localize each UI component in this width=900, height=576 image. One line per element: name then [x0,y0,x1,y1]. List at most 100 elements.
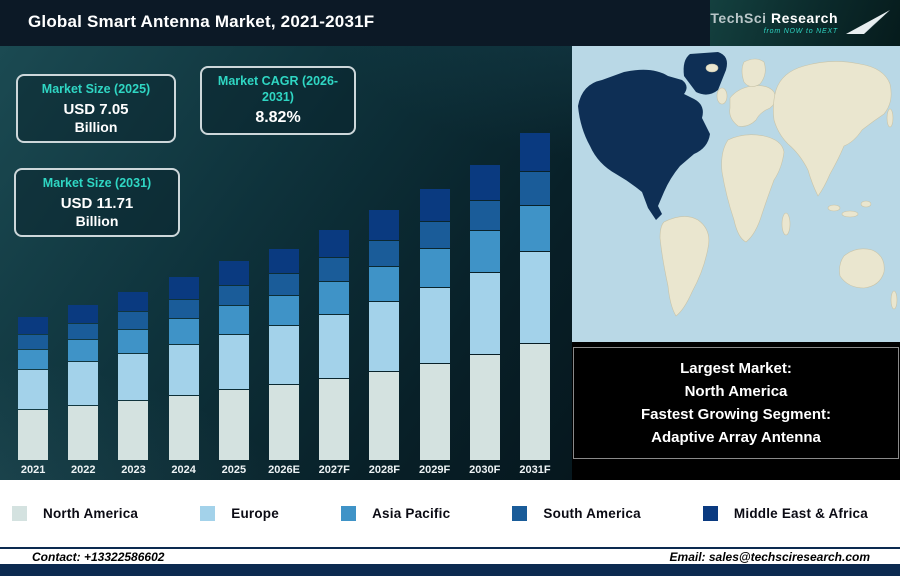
x-axis-label: 2024 [171,464,196,476]
techsci-logo: TechSci Research from NOW to NEXT [710,0,900,46]
legend-swatch [702,506,718,521]
legend-label: North America [43,506,139,521]
legend-swatch [12,506,27,521]
map-asia [773,61,892,197]
bar-segment-europe [519,252,550,343]
bar-2030F [469,165,500,460]
bar-2029F [419,188,450,460]
bar-2025 [218,261,249,460]
bar-segment-asia-pacific [469,231,500,273]
map-new-zealand [890,290,898,310]
bar-segment-north-america [218,389,249,460]
bar-segment-north-america [68,405,99,460]
logo-brand-primary: TechSci [710,10,767,26]
bar-segment-middle-east-africa [419,188,450,221]
bar-segment-north-america [18,410,49,460]
main-content: Market Size (2025) USD 7.05 Billion Mark… [0,46,900,480]
map-iceland [705,63,719,73]
legend-label: Asia Pacific [372,506,451,521]
bar-segment-europe [218,334,249,389]
legend-label: Europe [231,506,279,521]
bar-2024 [168,277,199,460]
map-uk [716,87,728,105]
bar-group: 2024 [159,106,209,478]
legend-swatch [341,506,357,521]
bar-segment-north-america [168,395,199,460]
map-madagascar [781,212,791,236]
bar-segment-asia-pacific [168,318,199,344]
bar-segment-asia-pacific [18,349,49,370]
map-south-america [659,216,710,317]
bar-segment-europe [269,326,300,385]
bar-segment-south-america [18,335,49,349]
x-axis-label: 2028F [368,464,400,476]
bar-2028F [369,210,400,460]
bar-group: 2029F [410,106,460,478]
market-size-2031-label: Market Size (2031) [42,176,152,190]
x-axis-label: 2030F [469,464,501,476]
legend-label: South America [543,506,641,521]
bar-2021 [18,317,49,460]
bar-2027F [319,230,350,460]
market-size-2031-unit: Billion [75,212,119,229]
bar-segment-middle-east-africa [118,291,149,312]
x-axis-label: 2026E [268,464,300,476]
bar-segment-middle-east-africa [369,210,400,240]
market-cagr-box: Market CAGR (2026-2031) 8.82% [200,66,356,136]
legend-swatch [200,506,216,521]
bar-segment-north-america [369,371,400,460]
bar-segment-asia-pacific [419,249,450,287]
market-size-2031-box: Market Size (2031) USD 11.71 Billion [14,168,180,237]
logo-text: TechSci Research from NOW to NEXT [710,11,838,35]
callout-line: Largest Market: [680,360,792,377]
market-cagr-label: Market CAGR (2026-2031) [217,74,339,104]
callout-line: North America [684,383,788,400]
bottom-accent-bar [0,564,900,576]
bar-segment-middle-east-africa [68,304,99,323]
bar-segment-middle-east-africa [269,248,300,274]
legend-swatch [512,506,528,521]
logo-brand-secondary: Research [770,10,838,26]
market-size-2031-value: USD 11.71 [60,194,134,212]
legend-item-north-america: North America [12,506,138,521]
bar-segment-europe [68,362,99,405]
bar-group: 2025 [209,106,259,478]
page-title: Global Smart Antenna Market, 2021-2031F [28,12,375,31]
callout-line: Adaptive Array Antenna [651,429,821,446]
bar-segment-europe [369,302,400,371]
bar-segment-middle-east-africa [469,165,500,201]
x-axis-label: 2023 [121,464,146,476]
bar-segment-europe [469,273,500,355]
stacked-bar-chart: 2021 2022 2023 2024 2025 2026E 2027F 2028F 2029F… [8,106,560,478]
market-cagr-value: 8.82% [255,109,301,127]
map-australia [839,248,885,289]
bar-group: 2030F [460,106,510,478]
bar-segment-south-america [269,274,300,296]
bar-segment-asia-pacific [118,329,149,353]
bar-group: 2026E [259,106,309,478]
bar-segment-europe [18,370,49,409]
map-scandinavia [741,58,766,87]
bar-segment-north-america [118,400,149,460]
bar-2031F [519,132,550,460]
map-greenland [683,52,727,95]
legend-label: Middle East & Africa [733,506,868,521]
contact-phone: Contact: +13322586602 [32,549,165,564]
world-map-svg [572,46,900,342]
bar-segment-asia-pacific [519,205,550,251]
footer-row: Contact: +13322586602 Email: sales@techs… [0,547,900,564]
map-island [860,200,872,208]
x-axis-label: 2025 [221,464,247,476]
bar-segment-asia-pacific [68,340,99,362]
map-island [841,210,859,218]
world-map [572,46,900,342]
map-africa [721,134,785,243]
logo-brand: TechSci Research [710,11,838,25]
bar-segment-asia-pacific [369,266,400,302]
bar-2022 [68,304,99,460]
market-size-2025-label: Market Size (2025) [41,82,151,96]
logo-tagline: from NOW to NEXT [763,28,838,35]
bar-segment-south-america [218,285,249,306]
bar-segment-europe [319,314,350,378]
